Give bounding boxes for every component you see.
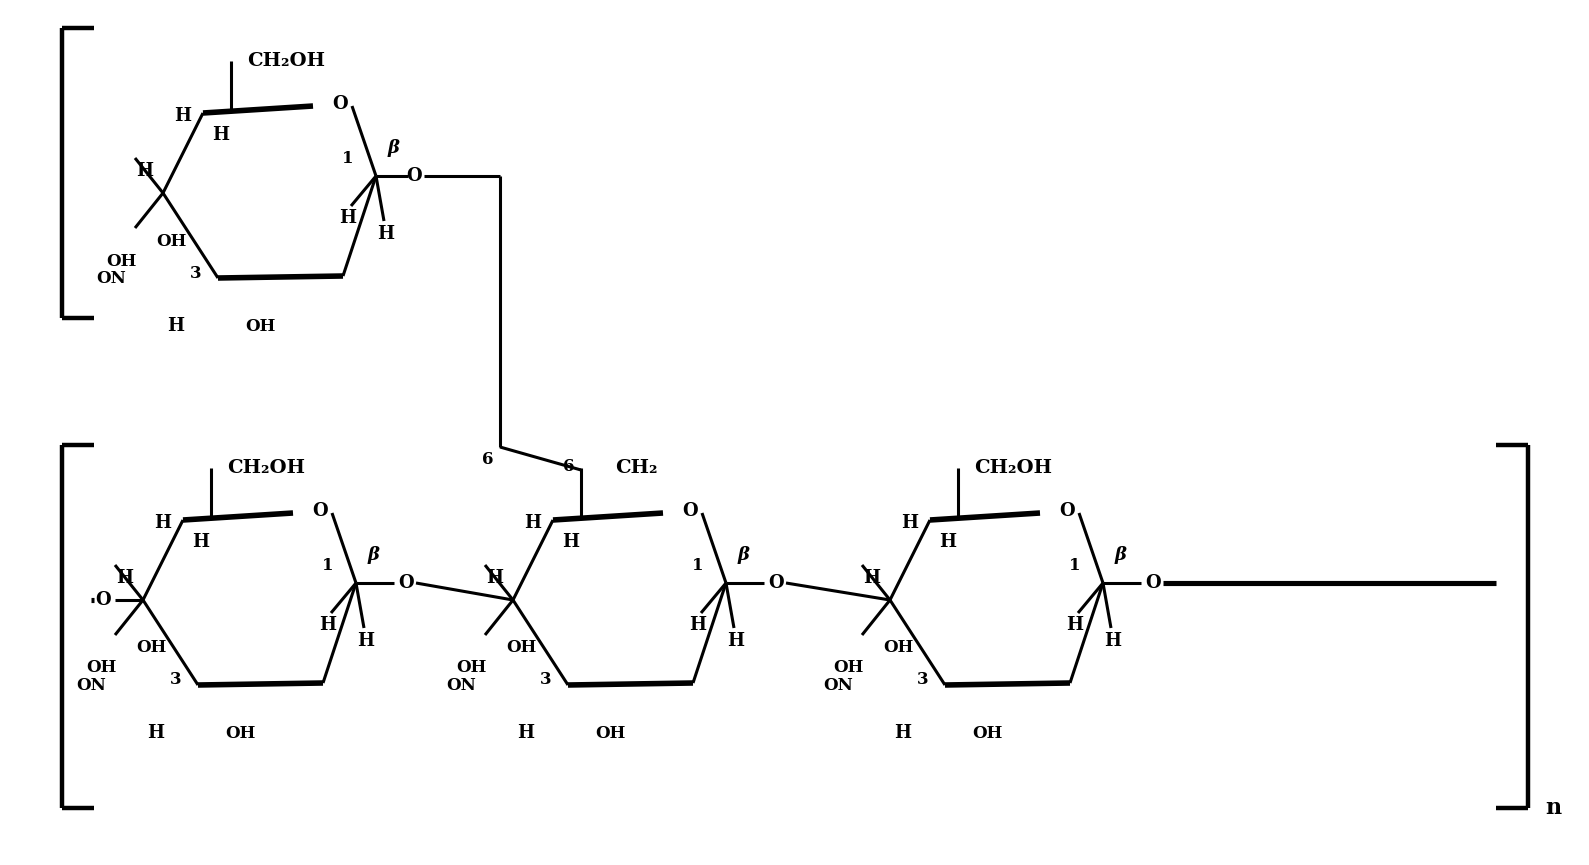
Text: O: O bbox=[682, 502, 698, 520]
Text: O: O bbox=[1146, 574, 1162, 592]
Text: O: O bbox=[407, 167, 421, 185]
Text: ON: ON bbox=[76, 676, 106, 694]
Text: H: H bbox=[901, 514, 918, 532]
Text: H: H bbox=[148, 724, 165, 742]
Text: OH: OH bbox=[86, 659, 116, 676]
Text: OH: OH bbox=[833, 659, 863, 676]
Text: O: O bbox=[1060, 502, 1074, 520]
Text: H: H bbox=[167, 317, 184, 335]
Text: H: H bbox=[690, 616, 707, 634]
Text: 1: 1 bbox=[323, 556, 334, 573]
Text: OH: OH bbox=[135, 639, 167, 657]
Text: β: β bbox=[369, 546, 380, 564]
Text: 1: 1 bbox=[693, 556, 704, 573]
Text: H: H bbox=[939, 533, 957, 551]
Text: ON: ON bbox=[823, 676, 853, 694]
Text: H: H bbox=[728, 632, 745, 650]
Text: H: H bbox=[486, 569, 504, 587]
Text: O: O bbox=[95, 591, 111, 609]
Text: OH: OH bbox=[245, 317, 275, 335]
Text: 6: 6 bbox=[481, 451, 494, 467]
Text: H: H bbox=[340, 209, 356, 227]
Text: β: β bbox=[737, 546, 750, 564]
Text: β: β bbox=[388, 139, 400, 157]
Text: H: H bbox=[358, 632, 375, 650]
Text: OH: OH bbox=[456, 659, 486, 676]
Text: OH: OH bbox=[505, 639, 535, 657]
Text: H: H bbox=[319, 616, 337, 634]
Text: CH₂OH: CH₂OH bbox=[246, 52, 326, 70]
Text: OH: OH bbox=[224, 725, 256, 741]
Text: n: n bbox=[1545, 797, 1560, 819]
Text: CH₂OH: CH₂OH bbox=[974, 459, 1052, 477]
Text: ON: ON bbox=[447, 676, 475, 694]
Text: H: H bbox=[116, 569, 133, 587]
Text: H: H bbox=[154, 514, 172, 532]
Text: 3: 3 bbox=[191, 265, 202, 281]
Text: β: β bbox=[1115, 546, 1127, 564]
Text: H: H bbox=[192, 533, 210, 551]
Text: OH: OH bbox=[883, 639, 914, 657]
Text: CH₂: CH₂ bbox=[615, 459, 658, 477]
Text: H: H bbox=[1066, 616, 1084, 634]
Text: H: H bbox=[895, 724, 912, 742]
Text: O: O bbox=[311, 502, 327, 520]
Text: O: O bbox=[767, 574, 783, 592]
Text: OH: OH bbox=[594, 725, 624, 741]
Text: H: H bbox=[863, 569, 880, 587]
Text: OH: OH bbox=[156, 233, 186, 249]
Text: H: H bbox=[518, 724, 534, 742]
Text: 1: 1 bbox=[342, 150, 354, 166]
Text: O: O bbox=[332, 95, 348, 113]
Text: 6: 6 bbox=[563, 458, 575, 475]
Text: H: H bbox=[175, 107, 192, 125]
Text: H: H bbox=[524, 514, 542, 532]
Text: H: H bbox=[213, 126, 229, 144]
Text: H: H bbox=[137, 162, 154, 180]
Text: H: H bbox=[378, 225, 394, 243]
Text: ON: ON bbox=[95, 270, 126, 286]
Text: CH₂OH: CH₂OH bbox=[227, 459, 305, 477]
Text: H: H bbox=[1104, 632, 1122, 650]
Text: OH: OH bbox=[106, 253, 137, 270]
Text: OH: OH bbox=[972, 725, 1003, 741]
Text: 3: 3 bbox=[917, 671, 930, 689]
Text: H: H bbox=[563, 533, 580, 551]
Text: 3: 3 bbox=[540, 671, 551, 689]
Text: O: O bbox=[399, 574, 413, 592]
Text: 3: 3 bbox=[170, 671, 181, 689]
Text: 1: 1 bbox=[1069, 556, 1081, 573]
